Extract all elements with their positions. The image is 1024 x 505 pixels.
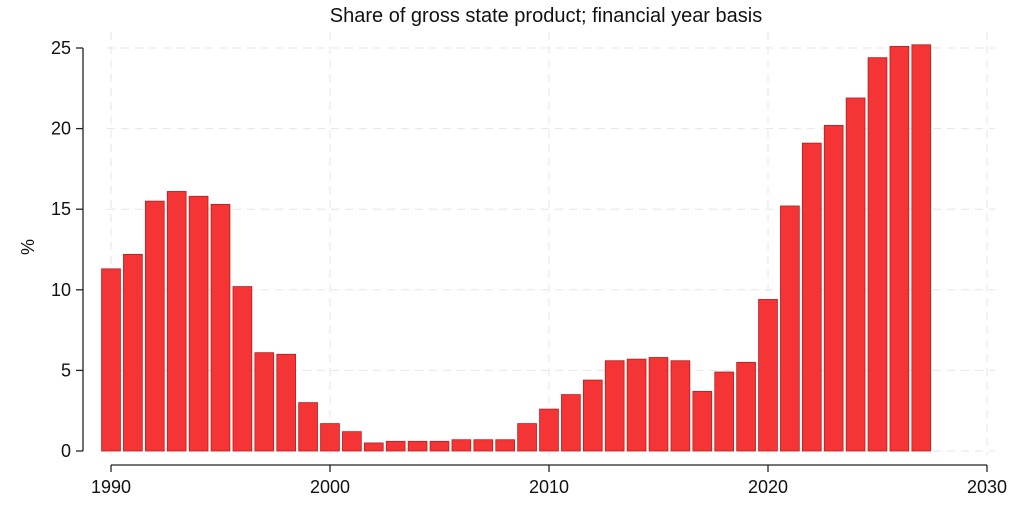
y-tick-label: 15 — [51, 199, 71, 219]
bar-1992 — [144, 200, 165, 452]
bar-2014 — [626, 358, 647, 452]
bar-2026 — [889, 45, 910, 452]
bar-2018 — [714, 371, 735, 452]
bar-2017 — [692, 390, 713, 452]
bar-2009 — [517, 423, 537, 452]
x-tick-label: 2030 — [967, 477, 1007, 497]
bar-2003 — [385, 440, 406, 452]
bar-1995 — [210, 203, 231, 452]
bar-2008 — [495, 439, 516, 452]
bar-2002 — [363, 442, 384, 452]
bar-1994 — [188, 195, 209, 452]
chart-title: Share of gross state product; financial … — [330, 5, 762, 27]
y-tick-label: 0 — [61, 441, 71, 461]
bar-1990 — [101, 268, 121, 452]
axes: 0 5 10 15 20 25 1990 2000 2010 2020 2030 — [51, 38, 1007, 497]
bar-2012 — [582, 379, 603, 452]
y-tick-label: 20 — [51, 119, 71, 139]
y-tick-label: 25 — [51, 38, 71, 58]
bar-2000 — [320, 423, 340, 452]
bar-1997 — [254, 352, 275, 452]
bar-2007 — [473, 439, 494, 452]
x-tick-label: 2020 — [748, 477, 788, 497]
bar-1999 — [298, 402, 318, 452]
bar-2025 — [867, 57, 888, 452]
bar-2020 — [758, 299, 778, 452]
bar-1996 — [232, 286, 253, 452]
x-tick-label: 2000 — [310, 477, 350, 497]
bar-2016 — [670, 360, 691, 452]
bar-2001 — [342, 431, 362, 452]
bar-2010 — [539, 408, 559, 452]
bars — [101, 44, 932, 452]
bar-2024 — [845, 97, 866, 452]
bar-2005 — [429, 440, 450, 452]
bar-1998 — [276, 353, 297, 452]
bar-2011 — [561, 394, 581, 452]
bar-2021 — [780, 205, 800, 452]
x-tick-label: 2010 — [529, 477, 569, 497]
bar-2013 — [604, 360, 625, 452]
bar-1993 — [166, 191, 187, 452]
bar-2006 — [451, 439, 472, 452]
bar-2027 — [911, 44, 932, 452]
bar-1991 — [123, 253, 143, 452]
bar-2015 — [648, 357, 669, 452]
bar-2023 — [823, 124, 844, 452]
x-tick-label: 1990 — [91, 477, 131, 497]
bar-2022 — [801, 142, 822, 452]
y-tick-label: 10 — [51, 280, 71, 300]
y-tick-label: 5 — [61, 360, 71, 380]
y-axis-label: % — [18, 239, 38, 255]
bar-2004 — [407, 440, 428, 452]
bar-2019 — [736, 361, 756, 452]
